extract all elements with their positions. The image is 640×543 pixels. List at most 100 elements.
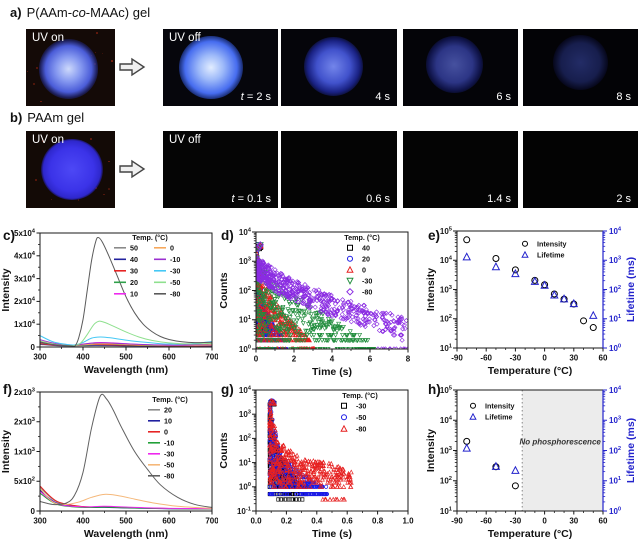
- svg-text:60: 60: [599, 517, 608, 526]
- svg-text:104: 104: [440, 256, 453, 265]
- time-label: 0.6 s: [366, 193, 390, 205]
- legend-d: Temp. (°C) 40 20 0 -30 -80: [344, 233, 380, 297]
- svg-text:Counts: Counts: [218, 272, 230, 308]
- panel-a-label: a): [10, 5, 22, 20]
- svg-text:-80: -80: [170, 290, 180, 299]
- svg-text:105: 105: [440, 385, 453, 395]
- svg-text:h): h): [428, 382, 441, 397]
- svg-text:50: 50: [130, 244, 138, 253]
- svg-text:Intensity: Intensity: [537, 240, 567, 249]
- panel-a-title: a) P(AAm-co-MAAc) gel: [10, 5, 150, 20]
- noise-speck: [107, 160, 110, 163]
- svg-text:500: 500: [119, 517, 133, 526]
- noise-speck: [108, 188, 110, 190]
- svg-text:Time (s): Time (s): [312, 528, 352, 540]
- series-group: [462, 236, 598, 331]
- svg-text:-80: -80: [164, 472, 174, 481]
- chart-svg-h: No phosphorescence -90 -60 -30 0 30 60 Temperat…: [425, 382, 637, 540]
- svg-text:30: 30: [130, 267, 138, 276]
- photo-frame-b2: UV off t = 0.1 s: [163, 131, 278, 208]
- noise-speck: [103, 193, 105, 196]
- svg-text:-30: -30: [510, 517, 522, 526]
- svg-text:40: 40: [130, 255, 138, 264]
- svg-text:-90: -90: [451, 517, 463, 526]
- chart-panel-f: 300 400 500 600 700 Wavelength (nm) 0 5x102 1x10…: [0, 378, 219, 543]
- gel-disc: [553, 34, 608, 90]
- panel-b-name: PAAm gel: [27, 110, 84, 125]
- photo-frame-a4: 6 s: [403, 29, 518, 106]
- noise-speck: [40, 100, 43, 103]
- noise-speck: [32, 82, 35, 86]
- svg-text:102: 102: [440, 314, 452, 324]
- svg-text:Temp. (°C): Temp. (°C): [344, 233, 380, 242]
- uv-state-label: UV off: [169, 134, 201, 146]
- svg-text:-60: -60: [480, 354, 492, 363]
- photo-frame-a3: 4 s: [281, 29, 397, 106]
- text-segment: 1.4 s: [487, 193, 511, 205]
- svg-text:Temperature (°C): Temperature (°C): [488, 528, 573, 540]
- gel-disc: [39, 39, 99, 99]
- svg-text:500: 500: [119, 353, 133, 362]
- svg-text:103: 103: [440, 285, 452, 295]
- svg-text:0: 0: [362, 266, 366, 275]
- noise-speck: [77, 199, 79, 201]
- svg-text:104: 104: [239, 227, 252, 237]
- svg-text:Intensity: Intensity: [0, 268, 12, 311]
- svg-text:1x104: 1x104: [14, 320, 36, 330]
- chart-panel-g: 0.0 0.2 0.4 0.6 0.8 1.0 Time (s) 10-1 100 101 102 1…: [218, 378, 425, 543]
- svg-text:104: 104: [609, 385, 622, 395]
- svg-text:102: 102: [440, 476, 452, 486]
- svg-text:103: 103: [440, 446, 452, 456]
- chart-panel-c: 300 400 500 600 700 Wavelength (nm) 0 1x104 2x10…: [0, 224, 219, 378]
- chart-panel-d: 0 2 4 6 8 Time (s) 100 101 102 103 104 Counts d) Temp…: [218, 224, 425, 378]
- legend-g: Temp. (°C) -30 -50 -80: [340, 391, 378, 434]
- svg-text:40: 40: [362, 244, 370, 253]
- svg-text:104: 104: [609, 226, 622, 236]
- svg-text:0: 0: [31, 343, 36, 352]
- svg-text:-30: -30: [356, 402, 366, 411]
- svg-text:2: 2: [292, 355, 297, 364]
- chart-svg-e: -90 -60 -30 0 30 60 Temperature (°C) 101 102 103 1…: [425, 226, 637, 377]
- svg-text:0: 0: [31, 507, 36, 516]
- photo-frame-a5: 8 s: [523, 29, 638, 106]
- svg-text:Wavelength (nm): Wavelength (nm): [84, 364, 168, 376]
- svg-text:20: 20: [362, 255, 370, 264]
- svg-text:-50: -50: [164, 461, 174, 470]
- photo-frame-b3: 0.6 s: [281, 131, 397, 208]
- svg-text:Lifetime (ms): Lifetime (ms): [625, 257, 637, 322]
- svg-text:20: 20: [164, 406, 172, 415]
- svg-text:e): e): [428, 228, 440, 243]
- svg-text:0.6: 0.6: [342, 517, 354, 526]
- svg-text:0: 0: [542, 517, 547, 526]
- legend-c: Temp. (°C) 50 40 30 20 10 0 -10 -30 -50 -80: [114, 233, 180, 299]
- svg-text:600: 600: [162, 517, 176, 526]
- svg-text:300: 300: [33, 353, 47, 362]
- text-segment: t: [240, 91, 244, 103]
- photo-frame-b1: UV on: [26, 131, 115, 208]
- noise-speck: [41, 140, 44, 143]
- svg-text:6: 6: [368, 355, 373, 364]
- legend-f: Temp. (°C) 20 10 0 -10 -30 -50 -80: [148, 395, 188, 481]
- svg-text:100: 100: [239, 482, 251, 492]
- svg-text:100: 100: [609, 343, 621, 353]
- noise-speck: [95, 52, 97, 54]
- time-label: 6 s: [496, 91, 511, 103]
- svg-text:3x104: 3x104: [14, 274, 36, 284]
- svg-text:c): c): [3, 228, 15, 243]
- svg-text:102: 102: [609, 285, 621, 295]
- svg-text:0: 0: [542, 354, 547, 363]
- svg-text:10: 10: [164, 417, 172, 426]
- svg-text:-30: -30: [164, 450, 174, 459]
- right-arrow-icon: [118, 158, 146, 185]
- svg-text:-50: -50: [356, 413, 366, 422]
- gel-disc: [179, 35, 244, 100]
- svg-text:400: 400: [76, 353, 90, 362]
- svg-text:Lifetime (ms): Lifetime (ms): [625, 418, 637, 483]
- right-arrow-icon: [118, 56, 146, 83]
- svg-text:1.0: 1.0: [402, 517, 414, 526]
- chart-panel-e: -90 -60 -30 0 30 60 Temperature (°C) 101 102 103 1…: [425, 224, 640, 378]
- svg-text:No phosphorescence: No phosphorescence: [519, 437, 601, 446]
- svg-text:-80: -80: [362, 288, 372, 297]
- panel-a-name: P(AAm-co-MAAc) gel: [27, 5, 151, 20]
- svg-text:-90: -90: [451, 354, 463, 363]
